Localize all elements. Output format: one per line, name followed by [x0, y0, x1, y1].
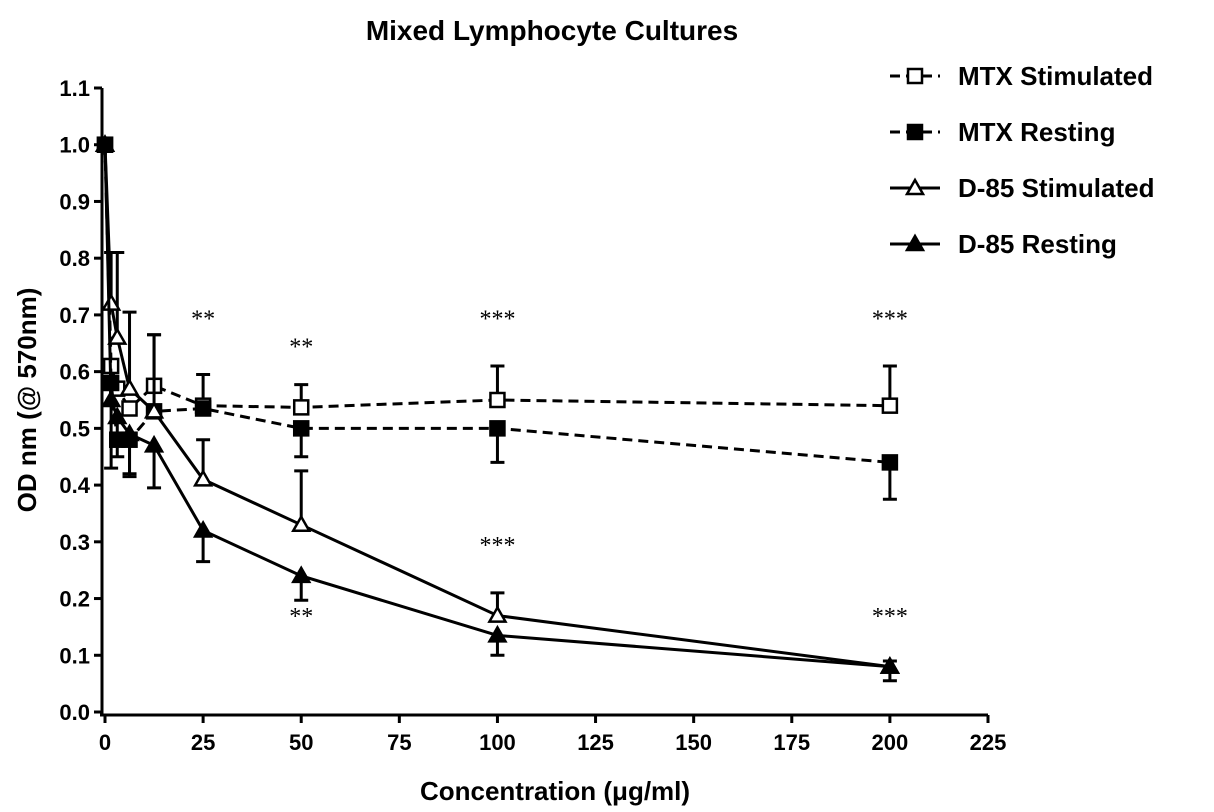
data-point: [194, 400, 212, 417]
data-point: [291, 514, 312, 533]
y-tick-label: 0.9: [59, 189, 90, 214]
chart-title: Mixed Lymphocyte Cultures: [366, 15, 738, 46]
y-tick-label: 1.1: [59, 76, 90, 101]
x-tick-label: 25: [191, 730, 215, 755]
y-tick-label: 0.5: [59, 416, 90, 441]
x-tick-label: 175: [773, 730, 810, 755]
annotation: ***: [479, 533, 515, 559]
y-tick-label: 0.7: [59, 303, 90, 328]
x-tick-label: 200: [872, 730, 909, 755]
annotation: ***: [479, 306, 515, 332]
y-tick-label: 0.1: [59, 643, 90, 668]
data-point: [881, 397, 899, 414]
error-bar: [122, 310, 137, 389]
data-point: [192, 468, 214, 487]
y-tick-label: 0.2: [59, 587, 90, 612]
data-point: [143, 400, 165, 419]
y-tick-label: 1.0: [59, 133, 90, 158]
legend-label: D-85 Resting: [958, 229, 1117, 259]
error-bar: [147, 333, 162, 412]
annotation: ***: [872, 604, 908, 630]
data-point: [192, 519, 214, 538]
data-point: [143, 434, 165, 453]
data-point: [121, 400, 138, 417]
x-tick-label: 50: [289, 730, 313, 755]
data-point: [881, 454, 899, 471]
legend-marker: [904, 233, 926, 252]
data-point: [107, 406, 128, 425]
data-point: [119, 378, 140, 396]
x-axis-label: Concentration (μg/ml): [420, 776, 690, 806]
series-line: [103, 144, 891, 464]
legend-marker: [906, 67, 924, 85]
x-tick-label: 225: [970, 730, 1007, 755]
data-point: [489, 391, 506, 409]
x-tick-label: 150: [675, 730, 712, 755]
x-tick-label: 0: [99, 730, 111, 755]
legend-marker: [904, 177, 926, 196]
data-point: [100, 293, 122, 311]
data-point: [292, 399, 310, 416]
data-point: [879, 656, 901, 674]
data-point: [100, 389, 122, 408]
error-bar: [110, 251, 125, 338]
annotation: **: [191, 306, 215, 332]
data-point: [291, 565, 312, 584]
y-tick-label: 0.4: [59, 473, 90, 498]
data-point: [489, 420, 506, 437]
y-tick-label: 0.6: [59, 360, 90, 385]
y-axis-label: OD nm (@ 570nm): [12, 288, 42, 513]
data-point: [94, 134, 116, 152]
x-tick-label: 100: [479, 730, 516, 755]
annotation: **: [289, 604, 313, 630]
y-tick-label: 0.3: [59, 530, 90, 555]
annotation: **: [289, 335, 313, 361]
data-point: [487, 605, 508, 623]
legend-marker: [906, 123, 924, 141]
legend-label: MTX Resting: [958, 117, 1115, 147]
annotation: ***: [872, 306, 908, 332]
legend-label: D-85 Stimulated: [958, 173, 1155, 203]
x-tick-label: 75: [387, 730, 411, 755]
data-point: [292, 420, 310, 437]
data-point: [119, 423, 140, 442]
y-tick-label: 0.0: [59, 700, 90, 725]
data-point: [107, 327, 128, 345]
x-tick-label: 125: [577, 730, 614, 755]
legend-label: MTX Stimulated: [958, 61, 1153, 91]
data-point: [487, 624, 508, 643]
y-tick-label: 0.8: [59, 246, 90, 271]
